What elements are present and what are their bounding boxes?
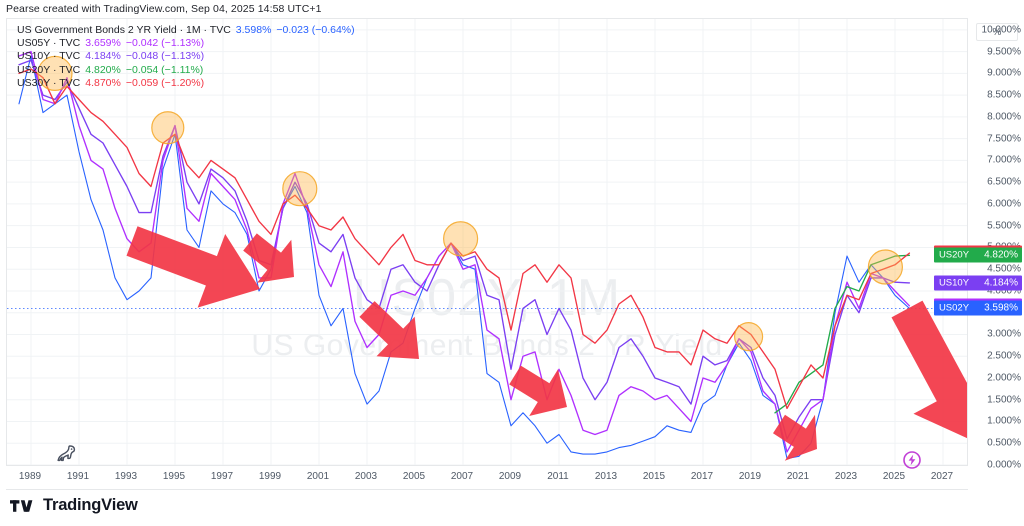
tradingview-brand-text: TradingView bbox=[43, 496, 138, 514]
time-tick-2027: 2027 bbox=[930, 471, 954, 482]
time-tick-2021: 2021 bbox=[786, 471, 810, 482]
price-tick-6000: 6.000% bbox=[987, 198, 1021, 210]
price-tick-6500: 6.500% bbox=[987, 176, 1021, 188]
time-tick-2017: 2017 bbox=[690, 471, 714, 482]
legend-us05y-change: −0.042 (−1.13%) bbox=[125, 37, 205, 50]
time-tick-2025: 2025 bbox=[882, 471, 906, 482]
time-tick-1993: 1993 bbox=[114, 471, 138, 482]
price-tick-9000: 9.000% bbox=[987, 67, 1021, 79]
time-axis[interactable]: 1989 1991 1993 1995 1997 1999 2001 2003 2005 2007… bbox=[6, 466, 968, 490]
time-tick-1997: 1997 bbox=[210, 471, 234, 482]
legend-row-main[interactable]: US Government Bonds 2 YR Yield · 1M · TV… bbox=[17, 24, 355, 37]
attribution-text: Pearse created with TradingView.com, Sep… bbox=[6, 3, 322, 15]
price-axis[interactable]: % 10.000% 9.500% 9.000% 8.500% 8.000% 7.500% 7… bbox=[934, 18, 1024, 471]
time-tick-1991: 1991 bbox=[66, 471, 90, 482]
legend-row-us30y[interactable]: US30Y · TVC 4.870% −0.059 (−1.20%) bbox=[17, 77, 355, 90]
time-tick-2003: 2003 bbox=[354, 471, 378, 482]
time-tick-2007: 2007 bbox=[450, 471, 474, 482]
legend-us05y-name: US05Y · TVC bbox=[17, 37, 81, 50]
time-tick-2005: 2005 bbox=[402, 471, 426, 482]
legend-us10y-name: US10Y · TVC bbox=[17, 50, 81, 63]
chart-legend[interactable]: US Government Bonds 2 YR Yield · 1M · TV… bbox=[17, 24, 355, 90]
time-tick-1995: 1995 bbox=[162, 471, 186, 482]
price-tick-5500: 5.500% bbox=[987, 220, 1021, 232]
price-axis-unit-label[interactable]: % bbox=[976, 23, 1018, 41]
time-tick-2013: 2013 bbox=[594, 471, 618, 482]
price-tick-10000: 10.000% bbox=[981, 24, 1021, 36]
price-tag-symbol: US10Y bbox=[938, 277, 970, 289]
price-tick-7500: 7.500% bbox=[987, 133, 1021, 145]
time-tick-2019: 2019 bbox=[738, 471, 762, 482]
legend-us10y-change: −0.048 (−1.13%) bbox=[125, 50, 205, 63]
legend-us10y-value: 4.184% bbox=[85, 50, 121, 63]
price-tag-us20y[interactable]: US20Y 4.820% bbox=[934, 247, 1022, 263]
legend-us20y-change: −0.054 (−1.11%) bbox=[125, 63, 204, 76]
legend-main-name: US Government Bonds 2 YR Yield · 1M · TV… bbox=[17, 24, 231, 36]
time-tick-2011: 2011 bbox=[547, 471, 569, 482]
price-tick-3000: 3.000% bbox=[987, 328, 1021, 340]
price-tick-1000: 1.000% bbox=[987, 415, 1021, 427]
price-tag-value: 3.598% bbox=[984, 302, 1018, 314]
legend-us30y-name: US30Y · TVC bbox=[17, 76, 81, 89]
time-tick-2023: 2023 bbox=[834, 471, 858, 482]
chart-annotations[interactable] bbox=[7, 19, 967, 465]
time-tick-1999: 1999 bbox=[258, 471, 282, 482]
tradingview-brand: TradingView bbox=[10, 496, 138, 515]
time-tick-2009: 2009 bbox=[498, 471, 522, 482]
legend-us30y-value: 4.870% bbox=[85, 76, 121, 89]
price-tick-0500: 0.500% bbox=[987, 437, 1021, 449]
price-tag-symbol: US02Y bbox=[938, 302, 970, 314]
price-tick-7000: 7.000% bbox=[987, 154, 1021, 166]
time-tick-2001: 2001 bbox=[306, 471, 330, 482]
price-tag-us10y[interactable]: US10Y 4.184% bbox=[934, 275, 1022, 291]
legend-row-us05y[interactable]: US05Y · TVC 3.659% −0.042 (−1.13%) bbox=[17, 37, 355, 50]
lightning-bolt-icon[interactable] bbox=[902, 450, 922, 470]
time-tick-1989: 1989 bbox=[18, 471, 42, 482]
price-tick-1500: 1.500% bbox=[987, 394, 1021, 406]
tradingview-logo-icon bbox=[10, 499, 33, 512]
legend-main-value: 3.598% bbox=[235, 24, 272, 36]
price-tag-us02y[interactable]: US02Y 3.598% bbox=[934, 300, 1022, 316]
legend-us20y-value: 4.820% bbox=[85, 63, 121, 76]
legend-us30y-change: −0.059 (−1.20%) bbox=[125, 76, 205, 89]
price-tick-2500: 2.500% bbox=[987, 350, 1021, 362]
legend-row-us10y[interactable]: US10Y · TVC 4.184% −0.048 (−1.13%) bbox=[17, 50, 355, 63]
legend-us20y-name: US20Y · TVC bbox=[17, 63, 81, 76]
price-tick-4500: 4.500% bbox=[987, 263, 1021, 275]
dinosaur-icon[interactable] bbox=[56, 444, 82, 466]
legend-row-us20y[interactable]: US20Y · TVC 4.820% −0.054 (−1.11%) bbox=[17, 64, 355, 77]
price-tick-9500: 9.500% bbox=[987, 46, 1021, 58]
chart-canvas[interactable]: US02Y, 1M US Government Bonds 2 YR Yield… bbox=[6, 18, 968, 466]
price-tag-symbol: US20Y bbox=[938, 249, 970, 261]
price-tag-value: 4.820% bbox=[984, 249, 1018, 261]
time-tick-2015: 2015 bbox=[642, 471, 666, 482]
price-tick-0000: 0.000% bbox=[987, 459, 1021, 471]
price-tag-value: 4.184% bbox=[984, 277, 1018, 289]
price-tick-2000: 2.000% bbox=[987, 372, 1021, 384]
price-tick-8000: 8.000% bbox=[987, 111, 1021, 123]
legend-main-change: −0.023 (−0.64%) bbox=[276, 24, 355, 36]
price-tick-4000: 4.000% bbox=[987, 285, 1021, 297]
price-tick-8500: 8.500% bbox=[987, 89, 1021, 101]
legend-us05y-value: 3.659% bbox=[85, 37, 121, 50]
